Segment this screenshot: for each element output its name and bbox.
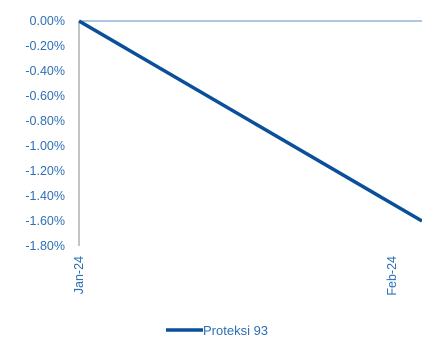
y-tick-label: -1.80% (25, 239, 65, 253)
y-tick-label: -1.40% (25, 189, 65, 203)
x-tick-label: Jan-24 (72, 256, 86, 294)
y-tick-label: 0.00% (30, 14, 65, 28)
y-tick-label: -0.80% (25, 114, 65, 128)
series-layer (78, 19, 422, 223)
y-tick-label: -0.40% (25, 64, 65, 78)
x-tick-label: Feb-24 (385, 256, 399, 296)
x-axis-ticks: Jan-24 Feb-24 (72, 256, 399, 296)
y-axis-ticks: 0.00% -0.20% -0.40% -0.60% -0.80% -1.00% -1.20… (25, 14, 65, 253)
y-tick-label: -1.60% (25, 214, 65, 228)
legend: Proteksi 93 (166, 323, 268, 338)
series-line-proteksi-93 (78, 19, 422, 223)
legend-label-proteksi-93: Proteksi 93 (203, 323, 268, 338)
y-tick-label: -1.20% (25, 164, 65, 178)
y-tick-label: -0.60% (25, 89, 65, 103)
y-tick-label: -0.20% (25, 39, 65, 53)
y-tick-label: -1.00% (25, 139, 65, 153)
